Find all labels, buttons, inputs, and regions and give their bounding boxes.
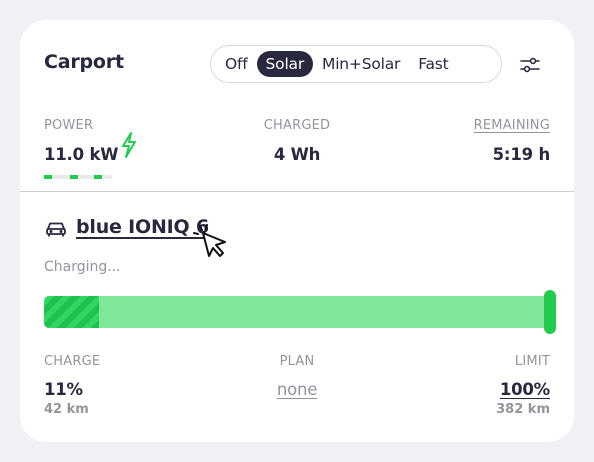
- charging-status: Charging...: [44, 259, 121, 275]
- mode-fast-button[interactable]: Fast: [418, 55, 449, 73]
- plan-value-wrap: none: [237, 380, 357, 399]
- limit-range: 382 km: [496, 402, 550, 417]
- loadpoint-card: Carport Off Solar Min+Solar Fast POWER 1…: [20, 20, 574, 442]
- mode-solar-button[interactable]: Solar: [256, 51, 314, 77]
- mode-min-solar-button[interactable]: Min+Solar: [322, 55, 401, 73]
- plan-value-link[interactable]: none: [276, 380, 318, 399]
- limit-value-link[interactable]: 100%: [499, 380, 550, 399]
- mode-selector: Off Solar Min+Solar Fast: [210, 45, 502, 83]
- limit-label: LIMIT: [514, 354, 550, 369]
- lightning-bolt-icon: [120, 132, 138, 158]
- plan-label: PLAN: [279, 354, 315, 369]
- loadpoint-title: Carport: [44, 51, 124, 73]
- power-value: 11.0 kW: [44, 145, 119, 164]
- sliders-icon[interactable]: [518, 53, 542, 77]
- remaining-label-link[interactable]: REMAINING: [473, 118, 550, 133]
- car-icon: [45, 220, 67, 238]
- mode-off-button[interactable]: Off: [225, 55, 248, 73]
- vehicle-name-link[interactable]: blue IONIQ 6: [76, 216, 209, 238]
- soc-bar: [44, 296, 548, 328]
- charge-value: 11%: [44, 380, 83, 399]
- power-indicator: [44, 175, 112, 179]
- charged-value: 4 Wh: [273, 145, 321, 164]
- charged-label: CHARGED: [263, 118, 331, 133]
- section-divider: [20, 191, 574, 192]
- soc-bar-fill: [44, 296, 100, 328]
- charge-range: 42 km: [44, 402, 89, 417]
- limit-slider-handle[interactable]: [544, 290, 556, 334]
- power-label: POWER: [44, 118, 94, 133]
- remaining-value: 5:19 h: [492, 145, 551, 164]
- charge-label: CHARGE: [44, 354, 101, 369]
